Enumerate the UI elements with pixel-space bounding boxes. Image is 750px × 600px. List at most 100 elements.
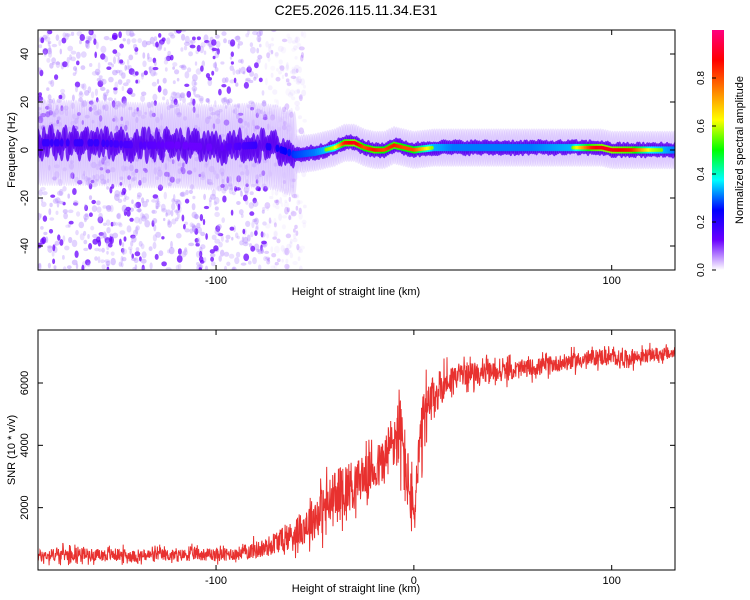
noise-dot (256, 58, 261, 64)
noise-dot (174, 107, 181, 116)
ridge-core (659, 148, 664, 152)
snr-x-axis-label: Height of straight line (km) (292, 583, 420, 595)
noise-dot (192, 74, 198, 82)
noise-dot (100, 259, 105, 264)
noise-dot (272, 202, 277, 208)
noise-dot (236, 201, 241, 205)
noise-dot (297, 246, 302, 253)
noise-dot (84, 213, 89, 218)
noise-dot (120, 262, 124, 268)
noise-dot (70, 120, 76, 126)
noise-dot (99, 174, 105, 181)
noise-dot (267, 257, 270, 262)
noise-dot (72, 113, 76, 120)
noise-dot (171, 202, 176, 211)
noise-dot (210, 256, 215, 262)
noise-dot (112, 232, 119, 239)
noise-dot (294, 64, 300, 70)
noise-dot (220, 183, 225, 188)
noise-dot (84, 217, 87, 223)
noise-dot (273, 263, 278, 270)
noise-dot (74, 117, 79, 125)
noise-dot (276, 258, 281, 263)
noise-dot (283, 121, 287, 126)
noise-dot (106, 178, 110, 183)
noise-dot (208, 165, 215, 173)
noise-dot (86, 262, 91, 267)
noise-dot (104, 161, 111, 167)
noise-dot (274, 52, 279, 57)
noise-dot (68, 220, 74, 225)
y-tick-label: 40 (19, 48, 31, 60)
noise-dot (294, 133, 299, 138)
noise-dot (252, 197, 257, 204)
noise-dot (58, 94, 63, 100)
noise-dot (67, 45, 74, 52)
noise-dot (194, 61, 198, 66)
noise-dot (271, 37, 274, 42)
noise-dot (42, 48, 49, 55)
ridge-mid (49, 139, 54, 147)
noise-dot (87, 234, 90, 239)
noise-dot (82, 83, 87, 91)
noise-dot (133, 229, 138, 237)
noise-dot (213, 196, 220, 205)
noise-dot (135, 157, 139, 162)
noise-dot (166, 172, 171, 177)
noise-dot (141, 267, 146, 270)
noise-dot (199, 262, 202, 268)
noise-dot (144, 168, 148, 173)
snr-axes: -100 0 100 2000 4000 6000 (19, 330, 675, 587)
noise-dot (106, 205, 112, 212)
noise-dot (214, 50, 220, 59)
noise-dot (182, 162, 185, 168)
noise-dot (116, 213, 121, 219)
noise-dot (138, 179, 142, 186)
noise-dot (135, 226, 139, 235)
noise-dot (157, 166, 162, 172)
noise-dot (102, 205, 107, 209)
noise-dot (299, 94, 303, 102)
noise-dot (113, 128, 119, 132)
ridge-mid (198, 142, 203, 151)
noise-dot (262, 221, 267, 226)
noise-dot (88, 106, 93, 112)
colorbar-tick-label: 0.6 (696, 119, 707, 133)
ridge-mid (220, 143, 224, 151)
noise-dot (236, 235, 240, 240)
noise-dot (38, 212, 41, 221)
noise-dot (74, 250, 79, 258)
noise-dot (38, 67, 42, 72)
noise-dot (154, 61, 157, 66)
noise-dot (114, 81, 119, 89)
noise-dot (72, 188, 77, 195)
noise-dot (141, 215, 147, 222)
noise-dot (62, 266, 67, 270)
noise-dot (198, 95, 204, 102)
noise-dot (168, 32, 175, 37)
noise-dot (208, 197, 212, 203)
noise-dot (93, 104, 97, 111)
noise-dot (191, 79, 197, 87)
noise-dot (106, 227, 111, 234)
noise-dot (55, 34, 60, 41)
noise-dot (75, 85, 78, 93)
noise-dot (126, 87, 132, 93)
noise-dot (214, 100, 217, 108)
noise-dot (119, 238, 122, 246)
noise-dot (189, 44, 196, 49)
noise-dot (227, 182, 233, 187)
noise-dot (302, 31, 307, 39)
noise-dot (186, 90, 192, 98)
noise-dot (181, 214, 185, 222)
noise-dot (282, 180, 286, 184)
noise-dot (175, 217, 179, 222)
noise-dot (126, 79, 131, 84)
noise-dot (74, 67, 78, 75)
noise-dot (70, 56, 76, 62)
noise-dot (241, 236, 245, 243)
noise-dot (151, 220, 155, 227)
ridge-mid (65, 139, 70, 147)
noise-dot (230, 61, 234, 65)
noise-dot (180, 30, 187, 33)
